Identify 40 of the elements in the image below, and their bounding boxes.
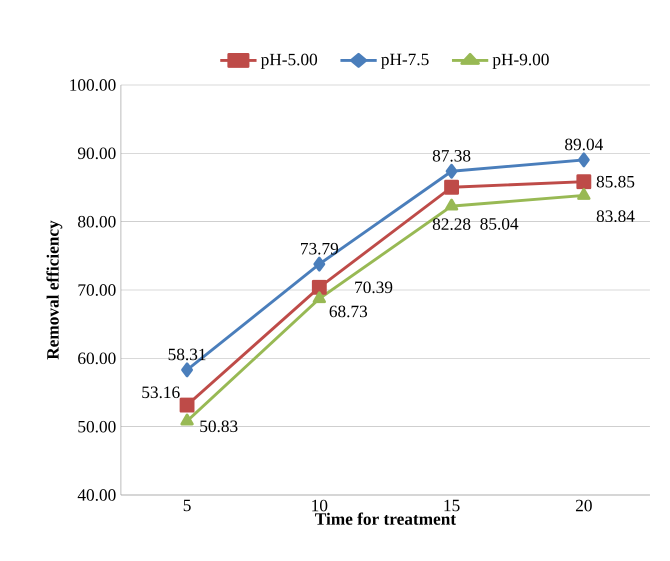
data-label: 89.04 — [565, 138, 604, 150]
point — [313, 256, 326, 272]
x-tick-label: 10 — [312, 500, 328, 512]
data-label: 85.04 — [480, 218, 518, 230]
data-label: 73.79 — [301, 242, 338, 254]
data-label: 70.39 — [355, 281, 392, 294]
point — [444, 198, 458, 210]
data-label: 68.73 — [330, 306, 368, 318]
y-tick-label: 60.00 — [78, 352, 116, 364]
x-axis-title: Time for treatment — [315, 512, 456, 525]
x-tick-label: 20 — [576, 500, 592, 512]
legend-label: pH-7.5 — [381, 54, 429, 69]
y-tick-label: 40.00 — [78, 489, 116, 501]
data-label: 50.83 — [200, 420, 238, 432]
y-tick-label: 50.00 — [78, 420, 116, 432]
y-tick-label: 80.00 — [78, 216, 116, 228]
point — [576, 174, 592, 190]
legend-label: pH-5.00 — [260, 54, 318, 69]
y-axis-title: Removal efficiency — [46, 220, 62, 360]
data-label: 87.38 — [432, 150, 470, 162]
y-tick-label: 90.00 — [78, 147, 116, 160]
data-label: 53.16 — [142, 386, 180, 398]
point — [577, 188, 590, 200]
point — [312, 291, 326, 304]
data-label: 85.85 — [596, 176, 634, 188]
x-tick-label: 15 — [444, 500, 460, 512]
point — [180, 398, 194, 412]
point — [444, 180, 460, 195]
data-label: 83.84 — [596, 210, 635, 222]
x-tick-label: 5 — [184, 500, 191, 512]
point — [312, 280, 327, 295]
data-label: 82.28 — [432, 218, 470, 230]
data-label: 58.31 — [168, 348, 206, 360]
point — [181, 362, 194, 378]
y-tick-label: 100.00 — [70, 79, 116, 91]
legend-label: pH-9.00 — [492, 54, 549, 69]
point — [180, 414, 194, 426]
point — [446, 164, 458, 179]
point — [578, 152, 590, 168]
y-tick-label: 70.00 — [78, 284, 116, 296]
